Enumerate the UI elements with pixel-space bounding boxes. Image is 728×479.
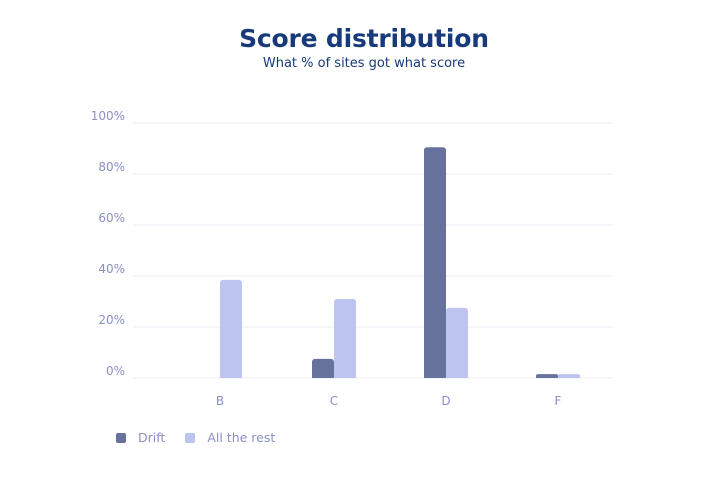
legend-swatch-drift — [116, 432, 126, 443]
y-tick-label: 40% — [98, 262, 125, 276]
chart-title: Score distribution — [239, 24, 489, 53]
bar-base — [558, 376, 580, 378]
chart-subtitle: What % of sites got what score — [262, 56, 466, 71]
y-tick-label: 0% — [106, 364, 125, 378]
x-tick-label: D — [441, 394, 450, 408]
y-tick-label: 20% — [98, 313, 125, 327]
y-tick-label: 80% — [98, 160, 125, 174]
y-axis-ticks: 0% 20% 40% 60% 80% 100% — [91, 109, 125, 378]
bar-base — [220, 375, 242, 378]
legend-swatch-all-the-rest — [185, 432, 196, 443]
gridlines — [133, 122, 613, 379]
legend: Drift All the rest — [116, 430, 295, 445]
bar-base — [446, 375, 468, 378]
bar-drift-d[interactable] — [424, 147, 446, 378]
x-tick-label: B — [216, 394, 224, 408]
bar-base — [312, 375, 334, 378]
legend-label-all-the-rest: All the rest — [207, 430, 276, 445]
x-tick-label: C — [330, 394, 338, 408]
bar-all-the-rest-b[interactable] — [220, 279, 242, 378]
legend-item-all-the-rest[interactable]: All the rest — [185, 430, 275, 445]
bars — [220, 147, 580, 378]
bar-all-the-rest-d[interactable] — [446, 307, 468, 378]
y-tick-label: 60% — [98, 211, 125, 225]
legend-item-drift[interactable]: Drift — [116, 430, 165, 445]
bar-base — [536, 376, 558, 378]
bar-base — [424, 375, 446, 378]
bar-all-the-rest-c[interactable] — [334, 298, 356, 378]
bar-base — [334, 375, 356, 378]
y-tick-label: 100% — [91, 109, 125, 123]
x-tick-label: F — [555, 394, 562, 408]
legend-label-drift: Drift — [138, 430, 166, 445]
bar-drift-c[interactable] — [312, 358, 334, 378]
